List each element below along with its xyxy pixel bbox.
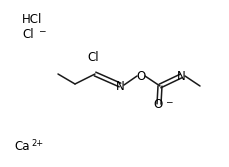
Text: O: O xyxy=(153,99,162,112)
Text: 2+: 2+ xyxy=(31,139,43,148)
Text: −: − xyxy=(164,98,172,107)
Text: −: − xyxy=(38,27,45,36)
Text: Cl: Cl xyxy=(22,28,33,41)
Text: N: N xyxy=(115,79,124,93)
Text: N: N xyxy=(176,69,185,82)
Text: HCl: HCl xyxy=(22,13,42,26)
Text: Cl: Cl xyxy=(87,50,98,63)
Text: Ca: Ca xyxy=(14,140,29,153)
Text: O: O xyxy=(136,69,145,82)
